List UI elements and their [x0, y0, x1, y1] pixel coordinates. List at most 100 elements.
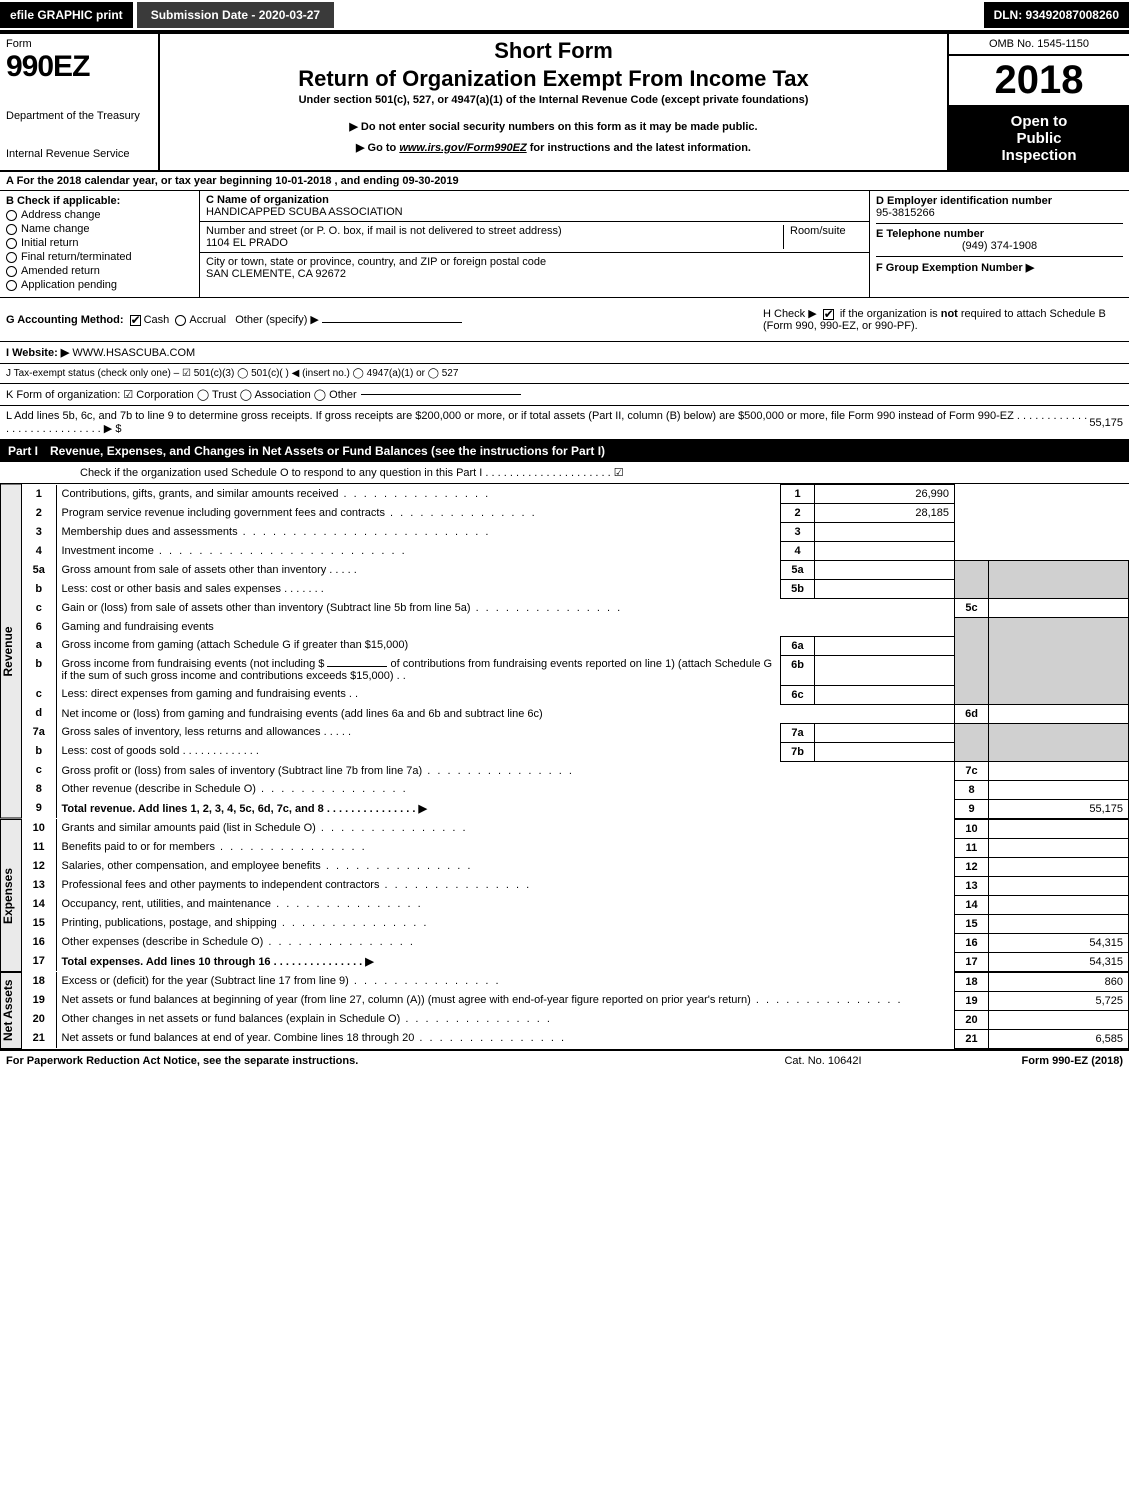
- city-row: City or town, state or province, country…: [200, 253, 869, 283]
- check-application-pending[interactable]: Application pending: [6, 279, 193, 291]
- dept-treasury: Department of the Treasury: [6, 110, 152, 122]
- goto-suffix: for instructions and the latest informat…: [527, 142, 751, 154]
- line-14: 14Occupancy, rent, utilities, and mainte…: [22, 895, 1129, 914]
- tax-exempt-status: J Tax-exempt status (check only one) – ☑…: [6, 368, 458, 379]
- check-initial-return[interactable]: Initial return: [6, 237, 193, 249]
- l6-desc: Gaming and fundraising events: [56, 618, 955, 637]
- l6a-desc: Gross income from gaming (attach Schedul…: [56, 636, 781, 655]
- line-17: 17Total expenses. Add lines 10 through 1…: [22, 952, 1129, 971]
- l8-desc: Other revenue (describe in Schedule O): [56, 780, 955, 799]
- other-specify-input[interactable]: [322, 322, 462, 323]
- l4-no: 4: [22, 542, 56, 561]
- l7b-val: [815, 742, 955, 761]
- address-label: Number and street (or P. O. box, if mail…: [206, 225, 783, 237]
- line-1: 1Contributions, gifts, grants, and simil…: [22, 485, 1129, 504]
- identification-block: B Check if applicable: Address change Na…: [0, 191, 1129, 298]
- l1-amt: 26,990: [815, 485, 955, 504]
- l7-shade-amt: [989, 723, 1129, 761]
- l16-ln: 16: [955, 933, 989, 952]
- l9-desc: Total revenue. Add lines 1, 2, 3, 4, 5c,…: [56, 799, 955, 818]
- header-left: Form 990EZ Department of the Treasury In…: [0, 34, 160, 170]
- line-12: 12Salaries, other compensation, and empl…: [22, 857, 1129, 876]
- check-application-pending-label: Application pending: [21, 279, 117, 291]
- check-name-change[interactable]: Name change: [6, 223, 193, 235]
- l2-no: 2: [22, 504, 56, 523]
- l3-amt: [815, 523, 955, 542]
- l1-ln: 1: [781, 485, 815, 504]
- cash-checkbox[interactable]: [130, 315, 141, 326]
- l7b-no: b: [22, 742, 56, 761]
- l20-ln: 20: [955, 1010, 989, 1029]
- l14-no: 14: [22, 895, 56, 914]
- other-org-input[interactable]: [361, 394, 521, 395]
- check-amended-return-label: Amended return: [21, 265, 100, 277]
- ein-label: D Employer identification number: [876, 195, 1123, 207]
- l13-no: 13: [22, 876, 56, 895]
- l12-amt: [989, 857, 1129, 876]
- line-5a: 5aGross amount from sale of assets other…: [22, 561, 1129, 580]
- l6c-no: c: [22, 685, 56, 704]
- l4-desc: Investment income: [56, 542, 781, 561]
- l19-no: 19: [22, 991, 56, 1010]
- group-exemption-label: F Group Exemption Number ▶: [876, 262, 1034, 274]
- tax-year: 2018: [949, 56, 1129, 107]
- l17-amt: 54,315: [989, 952, 1129, 971]
- l7a-sub: 7a: [781, 723, 815, 742]
- schedule-b-checkbox[interactable]: [823, 309, 834, 320]
- other-label: Other (specify) ▶: [235, 314, 319, 326]
- period-begin: 10-01-2018: [275, 175, 331, 187]
- l5b-desc: Less: cost or other basis and sales expe…: [56, 580, 781, 599]
- check-address-change[interactable]: Address change: [6, 209, 193, 221]
- dept-irs: Internal Revenue Service: [6, 148, 152, 160]
- l14-ln: 14: [955, 895, 989, 914]
- check-amended-return[interactable]: Amended return: [6, 265, 193, 277]
- open-to-public: Open to Public Inspection: [949, 107, 1129, 170]
- l14-desc: Occupancy, rent, utilities, and maintena…: [56, 895, 955, 914]
- l13-ln: 13: [955, 876, 989, 895]
- l6b-blank[interactable]: [327, 666, 387, 667]
- check-final-return[interactable]: Final return/terminated: [6, 251, 193, 263]
- l18-no: 18: [22, 972, 56, 991]
- l21-amt: 6,585: [989, 1029, 1129, 1048]
- l19-desc: Net assets or fund balances at beginning…: [56, 991, 955, 1010]
- l20-desc: Other changes in net assets or fund bala…: [56, 1010, 955, 1029]
- form-header: Form 990EZ Department of the Treasury In…: [0, 32, 1129, 172]
- irs-link[interactable]: www.irs.gov/Form990EZ: [399, 142, 526, 154]
- footer-center: Cat. No. 10642I: [723, 1055, 923, 1067]
- city-value: SAN CLEMENTE, CA 92672: [206, 268, 863, 280]
- row-g-h: G Accounting Method: Cash Accrual Other …: [0, 298, 1129, 342]
- l17-no: 17: [22, 952, 56, 971]
- accrual-radio[interactable]: [175, 315, 186, 326]
- accounting-method: G Accounting Method: Cash Accrual Other …: [6, 313, 763, 326]
- revenue-side-label: Revenue: [0, 484, 22, 819]
- line-9: 9Total revenue. Add lines 1, 2, 3, 4, 5c…: [22, 799, 1129, 818]
- net-assets-side-label: Net Assets: [0, 972, 22, 1049]
- l4-amt: [815, 542, 955, 561]
- line-18: 18Excess or (deficit) for the year (Subt…: [22, 972, 1129, 991]
- l5a-no: 5a: [22, 561, 56, 580]
- l8-no: 8: [22, 780, 56, 799]
- ein-block: D Employer identification number 95-3815…: [876, 195, 1123, 224]
- h-text1: if the organization is: [840, 308, 941, 320]
- header-center: Short Form Return of Organization Exempt…: [160, 34, 949, 170]
- l7a-no: 7a: [22, 723, 56, 742]
- l6d-amt: [989, 704, 1129, 723]
- l5b-val: [815, 580, 955, 599]
- part-1-check-row: Check if the organization used Schedule …: [0, 462, 1129, 484]
- l6a-sub: 6a: [781, 636, 815, 655]
- l12-no: 12: [22, 857, 56, 876]
- expenses-side-label: Expenses: [0, 819, 22, 972]
- l18-desc: Excess or (deficit) for the year (Subtra…: [56, 972, 955, 991]
- l6b-val: [815, 655, 955, 685]
- efile-print-button[interactable]: efile GRAPHIC print: [0, 2, 133, 28]
- l8-ln: 8: [955, 780, 989, 799]
- l11-desc: Benefits paid to or for members: [56, 838, 955, 857]
- form-of-organization: K Form of organization: ☑ Corporation ◯ …: [6, 388, 357, 401]
- l5a-val: [815, 561, 955, 580]
- line-19: 19Net assets or fund balances at beginni…: [22, 991, 1129, 1010]
- part-1-title: Revenue, Expenses, and Changes in Net As…: [50, 444, 605, 458]
- l16-amt: 54,315: [989, 933, 1129, 952]
- l6a-val: [815, 636, 955, 655]
- section-def: D Employer identification number 95-3815…: [869, 191, 1129, 297]
- line-8: 8Other revenue (describe in Schedule O)8: [22, 780, 1129, 799]
